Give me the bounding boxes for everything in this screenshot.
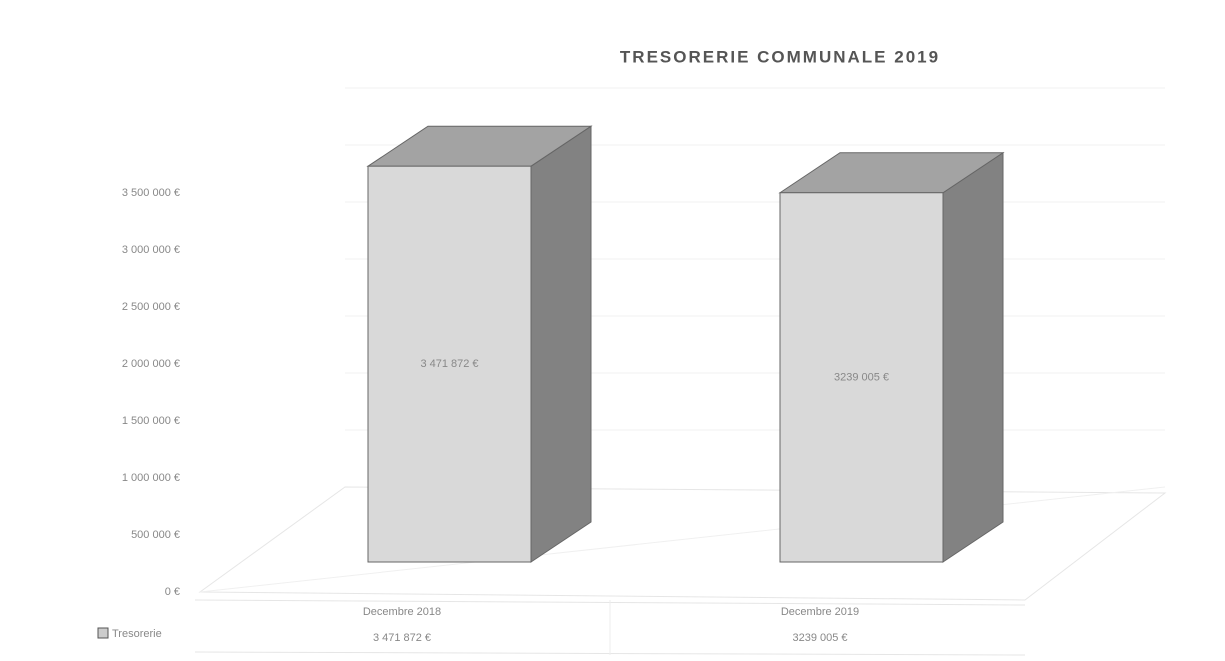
y-tick-label: 3 500 000 €: [122, 187, 180, 199]
data-label: 3239 005 €: [834, 371, 889, 383]
bar: [367, 165, 532, 563]
y-tick-label: 2 500 000 €: [122, 301, 180, 313]
legend-label: Tresorerie: [112, 628, 162, 640]
bar-side: [942, 151, 1004, 563]
x-tick-label: Decembre 2019: [781, 606, 859, 618]
y-tick-label: 500 000 €: [131, 529, 180, 541]
y-tick-label: 2 000 000 €: [122, 358, 180, 370]
legend-key: [97, 627, 109, 639]
y-tick-label: 3 000 000 €: [122, 244, 180, 256]
y-tick-label: 1 500 000 €: [122, 415, 180, 427]
x-tick-label: Decembre 2018: [363, 606, 441, 618]
chart-title: TRESORERIE COMMUNALE 2019: [620, 47, 940, 66]
y-tick-label: 0 €: [165, 586, 180, 598]
y-tick-label: 1 000 000 €: [122, 472, 180, 484]
bar: [779, 192, 944, 563]
grid-line: [199, 486, 1166, 593]
table-value: 3239 005 €: [792, 632, 847, 644]
floor: [198, 486, 1167, 601]
data-label: 3 471 872 €: [420, 358, 478, 370]
table-value: 3 471 872 €: [373, 632, 431, 644]
bar-side: [530, 125, 592, 563]
